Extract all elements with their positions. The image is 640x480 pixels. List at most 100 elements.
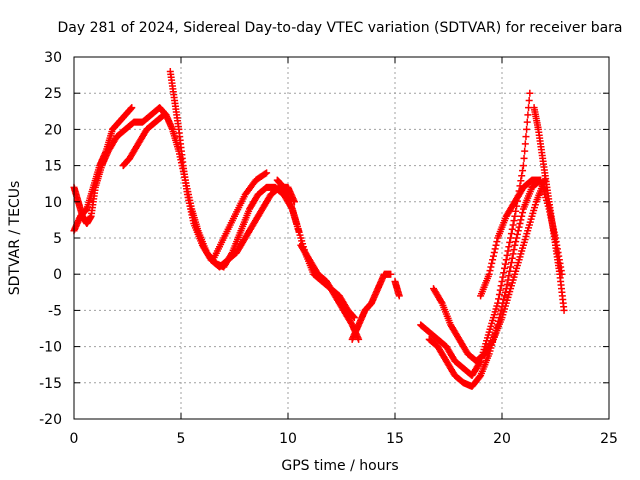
series-satellite-track-7 bbox=[273, 176, 358, 322]
data-point bbox=[514, 227, 522, 235]
data-point bbox=[516, 220, 524, 228]
y-tick-label: -20 bbox=[39, 412, 62, 428]
series-satellite-track-3 bbox=[119, 111, 168, 170]
data-point bbox=[523, 118, 531, 126]
data-point bbox=[503, 251, 511, 259]
x-tick-label: 0 bbox=[70, 431, 79, 447]
y-tick-label: 15 bbox=[44, 159, 62, 175]
data-point bbox=[513, 234, 521, 242]
y-tick-label: 5 bbox=[53, 231, 62, 247]
x-tick-label: 10 bbox=[279, 431, 297, 447]
data-point bbox=[128, 104, 136, 112]
data-point bbox=[228, 250, 236, 258]
data-point bbox=[502, 256, 510, 264]
data-point bbox=[512, 207, 520, 215]
data-point bbox=[489, 256, 497, 264]
data-point bbox=[505, 272, 513, 280]
data-point bbox=[521, 147, 529, 155]
data-point bbox=[486, 267, 494, 275]
y-tick-label: -5 bbox=[48, 303, 62, 319]
data-point bbox=[518, 212, 526, 220]
data-point bbox=[507, 234, 515, 242]
data-point bbox=[508, 225, 516, 233]
data-point bbox=[504, 247, 512, 255]
y-axis-label: SDTVAR / TECUs bbox=[7, 181, 23, 296]
data-point bbox=[517, 216, 525, 224]
data-point bbox=[488, 259, 496, 267]
x-tick-label: 15 bbox=[386, 431, 404, 447]
series-satellite-track-6 bbox=[209, 169, 271, 264]
data-point bbox=[503, 280, 511, 288]
data-point bbox=[507, 263, 515, 271]
data-point bbox=[511, 212, 519, 220]
data-point bbox=[355, 335, 363, 343]
series-satellite-track-15 bbox=[530, 104, 568, 314]
axis-ticks: 0 5 10 15 20 25 -20 -15 -10 -5 0 5 10 15 20 25 30 bbox=[39, 50, 618, 447]
data-point bbox=[492, 241, 500, 249]
y-tick-label: 30 bbox=[44, 50, 62, 66]
y-tick-label: 25 bbox=[44, 86, 62, 102]
data-point bbox=[499, 273, 507, 281]
data-point bbox=[508, 254, 516, 262]
y-tick-label: 20 bbox=[44, 122, 62, 138]
data-point bbox=[524, 111, 532, 119]
data-point bbox=[520, 154, 528, 162]
data-point bbox=[496, 286, 504, 294]
data-point bbox=[517, 177, 525, 185]
data-point bbox=[509, 250, 517, 258]
y-tick-label: -15 bbox=[39, 376, 62, 392]
data-point bbox=[493, 238, 501, 246]
data-point bbox=[511, 241, 519, 249]
data-point bbox=[515, 223, 523, 231]
data-point bbox=[505, 243, 513, 251]
data-point bbox=[501, 264, 509, 272]
data-point bbox=[522, 133, 530, 141]
data-point bbox=[512, 238, 520, 246]
data-point bbox=[519, 167, 527, 175]
data-point bbox=[490, 248, 498, 256]
data-point bbox=[519, 209, 527, 217]
data-point bbox=[501, 260, 509, 268]
data-point bbox=[501, 292, 509, 300]
y-tick-label: 10 bbox=[44, 195, 62, 211]
data-point bbox=[513, 230, 521, 238]
data-point bbox=[510, 217, 518, 225]
data-point bbox=[506, 267, 514, 275]
series-satellite-track-4 bbox=[166, 67, 298, 271]
data-point bbox=[437, 298, 445, 306]
data-point bbox=[485, 270, 493, 278]
data-point bbox=[487, 263, 495, 271]
data-point bbox=[263, 169, 271, 177]
data-point bbox=[500, 269, 508, 277]
data-point bbox=[560, 306, 568, 314]
data-point bbox=[489, 337, 497, 345]
data-point bbox=[509, 221, 517, 229]
data-point bbox=[521, 140, 529, 148]
x-tick-label: 5 bbox=[177, 431, 186, 447]
data-points bbox=[70, 67, 568, 390]
x-tick-label: 25 bbox=[600, 431, 618, 447]
data-point bbox=[491, 245, 499, 253]
data-point bbox=[387, 270, 395, 278]
data-point bbox=[525, 96, 533, 104]
data-point bbox=[489, 252, 497, 260]
data-point bbox=[395, 292, 403, 300]
data-point bbox=[510, 246, 518, 254]
series-satellite-track-8 bbox=[297, 241, 363, 343]
data-point bbox=[518, 172, 526, 180]
data-point bbox=[506, 238, 514, 246]
chart-title: Day 281 of 2024, Sidereal Day-to-day VTE… bbox=[57, 20, 622, 36]
data-point bbox=[495, 290, 503, 298]
series-satellite-track-10 bbox=[391, 277, 403, 300]
data-point bbox=[497, 282, 505, 290]
data-point bbox=[526, 89, 534, 97]
y-tick-label: 0 bbox=[53, 267, 62, 283]
x-tick-label: 20 bbox=[493, 431, 511, 447]
x-axis-label: GPS time / hours bbox=[281, 458, 398, 474]
data-point bbox=[498, 277, 506, 285]
data-point bbox=[350, 314, 358, 322]
data-point bbox=[519, 162, 527, 170]
data-point bbox=[523, 125, 531, 133]
data-point bbox=[507, 230, 515, 238]
